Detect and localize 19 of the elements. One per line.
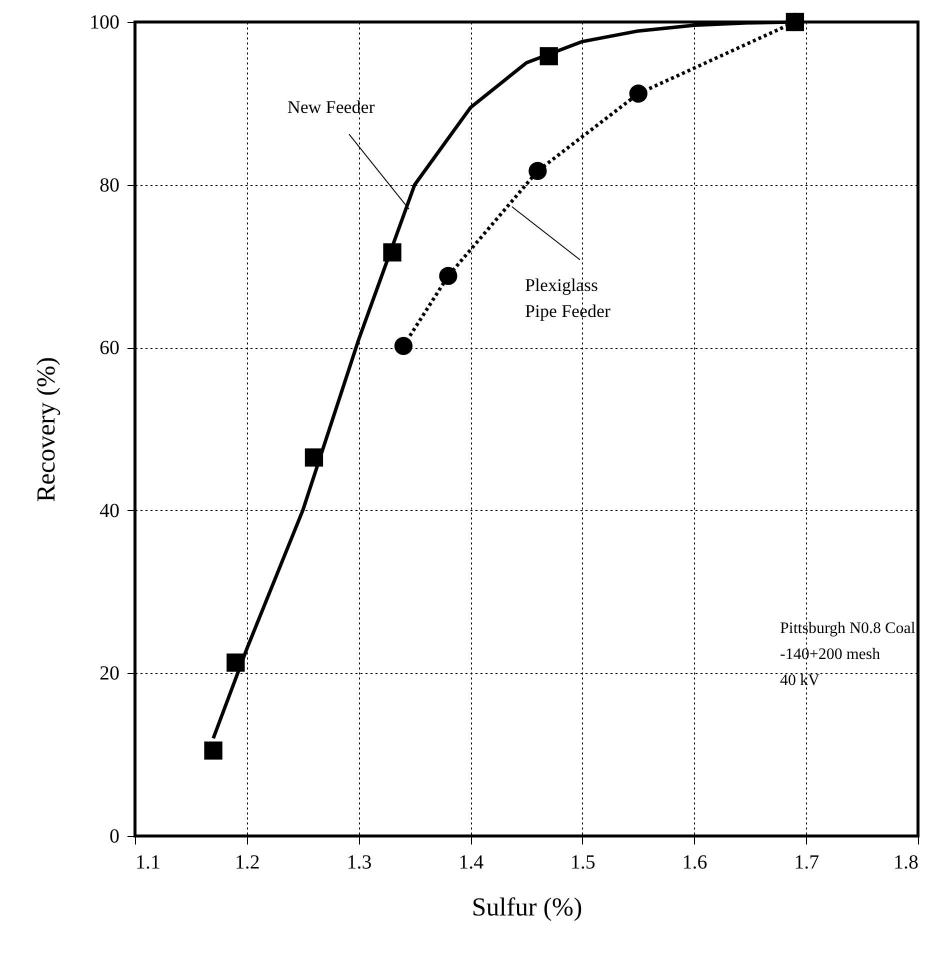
y-tick-label: 0 xyxy=(110,826,120,848)
x-tick-label: 1.1 xyxy=(136,852,160,874)
y-axis-title: Recovery (%) xyxy=(32,356,60,502)
y-tick-label: 20 xyxy=(100,662,120,685)
annotation: Pittsburgh N0.8 Coal -140+200 mesh 40 kV xyxy=(780,620,916,689)
x-tick-label: 1.5 xyxy=(570,852,596,874)
x-axis-title: Sulfur (%) xyxy=(472,892,582,922)
x-tick-label: 1.2 xyxy=(234,852,260,874)
y-tick-label: 80 xyxy=(100,174,120,196)
y-tick-label: 40 xyxy=(100,500,120,522)
y-tick-label: 100 xyxy=(90,12,120,34)
x-tick-label: 1.8 xyxy=(894,852,918,874)
annotation: New Feeder xyxy=(287,97,375,118)
x-tick-label: 1.4 xyxy=(458,852,484,874)
x-tick-label: 1.6 xyxy=(682,852,708,874)
x-tick-label: 1.3 xyxy=(346,852,372,874)
annotation: Plexiglass Pipe Feeder xyxy=(524,274,610,321)
y-tick-label: 60 xyxy=(100,337,120,360)
x-tick-label: 1.7 xyxy=(794,852,820,874)
